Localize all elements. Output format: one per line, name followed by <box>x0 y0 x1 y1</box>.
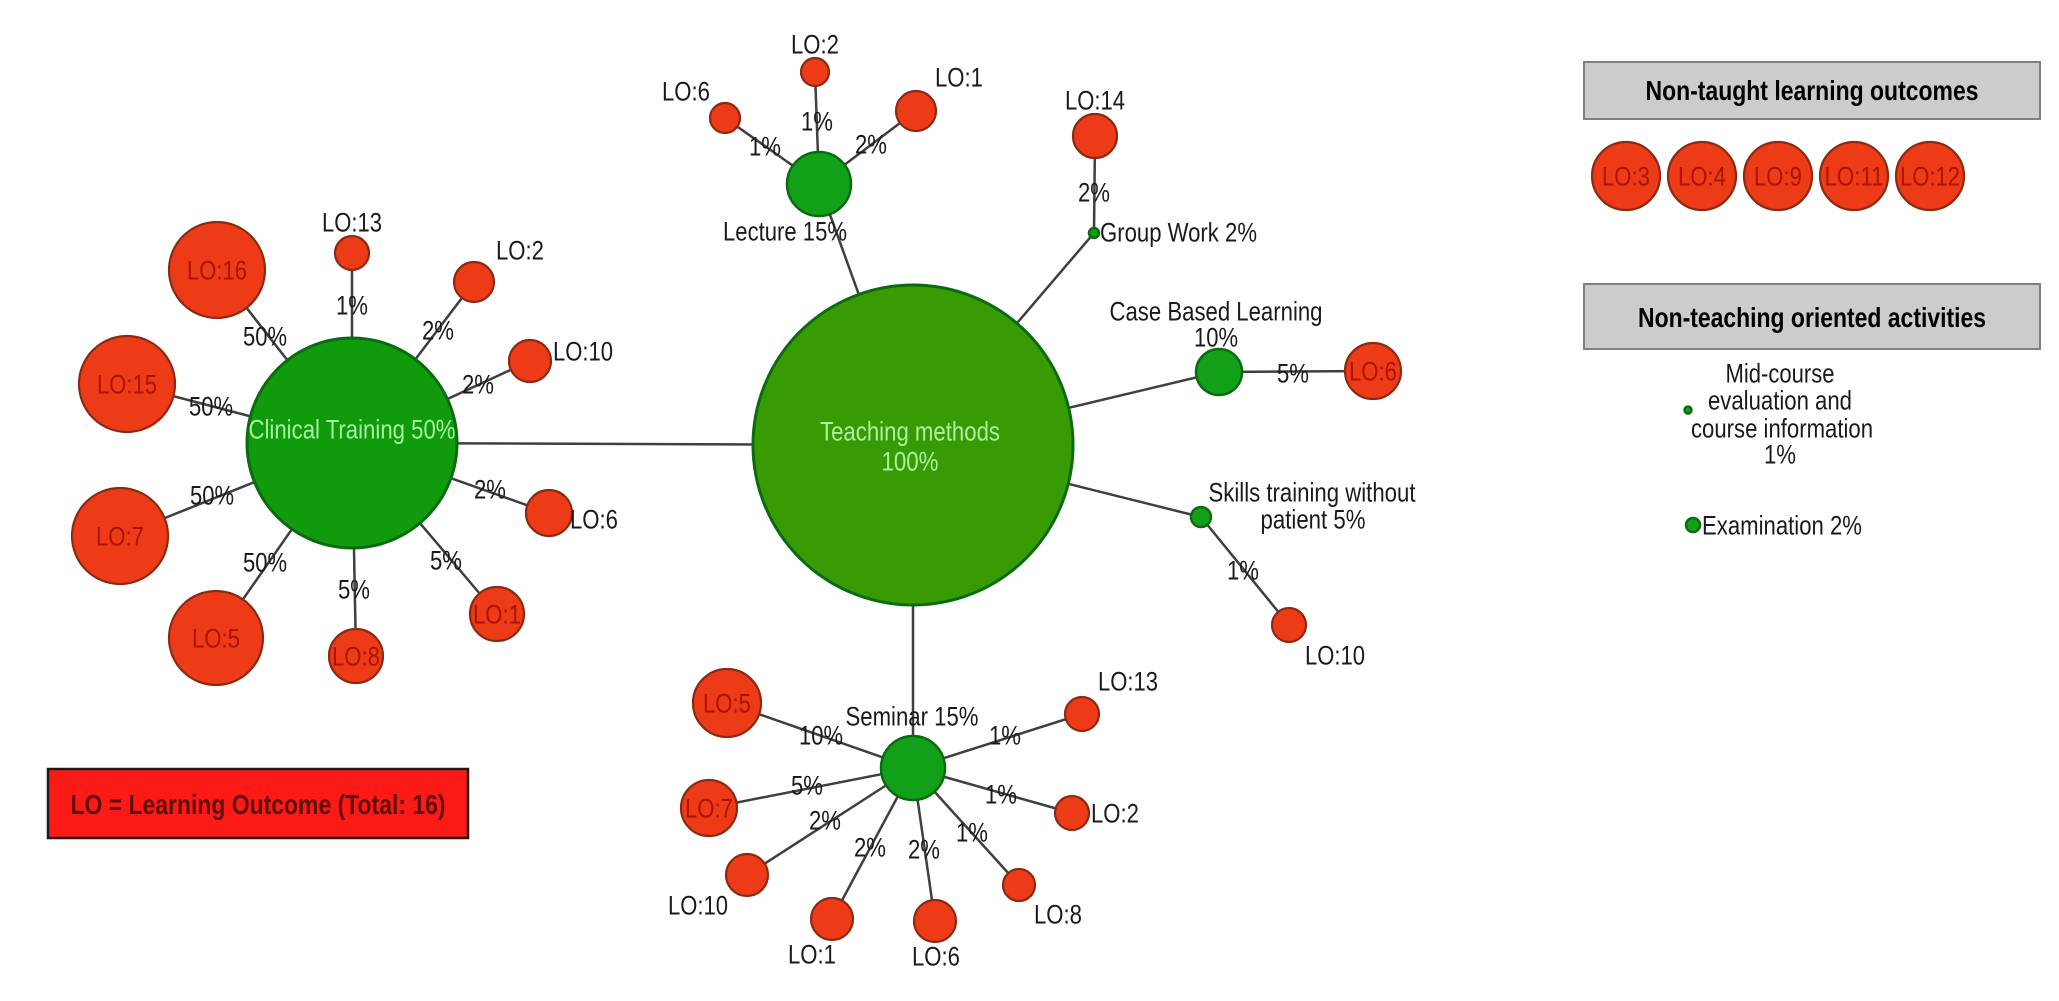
svg-text:LO:13: LO:13 <box>1098 666 1158 696</box>
svg-text:patient 5%: patient 5% <box>1261 504 1366 534</box>
svg-text:Skills training without: Skills training without <box>1209 477 1416 507</box>
svg-text:LO:16: LO:16 <box>187 255 247 285</box>
svg-text:2%: 2% <box>1078 177 1110 207</box>
svg-text:Examination 2%: Examination 2% <box>1702 510 1862 540</box>
svg-text:LO:4: LO:4 <box>1678 161 1726 191</box>
svg-text:2%: 2% <box>854 832 886 862</box>
svg-text:2%: 2% <box>474 474 506 504</box>
svg-text:Group Work 2%: Group Work 2% <box>1100 217 1257 247</box>
svg-text:Non-taught learning outcomes: Non-taught learning outcomes <box>1646 75 1979 106</box>
svg-text:LO:12: LO:12 <box>1900 161 1960 191</box>
svg-text:LO:11: LO:11 <box>1825 161 1884 191</box>
svg-text:LO = Learning Outcome (Total:: LO = Learning Outcome (Total: 16) <box>71 789 446 820</box>
svg-text:10%: 10% <box>799 720 843 750</box>
svg-text:LO:10: LO:10 <box>553 336 613 366</box>
svg-text:2%: 2% <box>908 834 940 864</box>
svg-text:50%: 50% <box>243 321 287 351</box>
svg-text:LO:7: LO:7 <box>685 793 733 823</box>
svg-text:Seminar 15%: Seminar 15% <box>846 701 979 731</box>
svg-text:LO:1: LO:1 <box>935 62 983 92</box>
svg-text:2%: 2% <box>809 805 841 835</box>
svg-text:1%: 1% <box>985 779 1017 809</box>
svg-text:LO:1: LO:1 <box>473 599 521 629</box>
svg-text:Non-teaching oriented activiti: Non-teaching oriented activities <box>1638 302 1986 333</box>
svg-text:LO:6: LO:6 <box>1349 356 1397 386</box>
svg-text:LO:3: LO:3 <box>1602 161 1650 191</box>
svg-text:2%: 2% <box>855 129 887 159</box>
svg-text:LO:15: LO:15 <box>97 369 157 399</box>
svg-text:Clinical Training 50%: Clinical Training 50% <box>249 414 456 444</box>
svg-text:LO:14: LO:14 <box>1065 85 1125 115</box>
svg-text:1%: 1% <box>336 290 368 320</box>
svg-text:5%: 5% <box>791 770 823 800</box>
svg-text:1%: 1% <box>1764 439 1796 469</box>
svg-text:course information: course information <box>1691 413 1873 443</box>
svg-text:Mid-course: Mid-course <box>1726 358 1835 388</box>
svg-text:Teaching methods: Teaching methods <box>820 416 1000 446</box>
svg-text:LO:9: LO:9 <box>1754 161 1802 191</box>
svg-text:LO:1: LO:1 <box>788 939 836 969</box>
svg-text:LO:10: LO:10 <box>1305 640 1365 670</box>
svg-text:LO:2: LO:2 <box>1091 798 1139 828</box>
svg-text:10%: 10% <box>1194 322 1238 352</box>
svg-text:1%: 1% <box>956 817 988 847</box>
svg-text:LO:7: LO:7 <box>96 521 144 551</box>
svg-text:LO:10: LO:10 <box>668 890 728 920</box>
svg-text:Lecture 15%: Lecture 15% <box>723 216 847 246</box>
svg-text:LO:2: LO:2 <box>791 29 839 59</box>
svg-text:100%: 100% <box>882 446 939 476</box>
svg-text:Case Based Learning: Case Based Learning <box>1110 296 1323 326</box>
svg-text:LO:8: LO:8 <box>1034 899 1082 929</box>
svg-text:LO:8: LO:8 <box>332 641 380 671</box>
svg-text:LO:6: LO:6 <box>570 504 618 534</box>
svg-text:5%: 5% <box>430 545 462 575</box>
svg-text:LO:5: LO:5 <box>192 623 240 653</box>
svg-text:1%: 1% <box>801 106 833 136</box>
svg-text:1%: 1% <box>989 720 1021 750</box>
svg-text:1%: 1% <box>749 131 781 161</box>
svg-text:1%: 1% <box>1227 555 1259 585</box>
svg-text:LO:2: LO:2 <box>496 235 544 265</box>
svg-text:50%: 50% <box>243 547 287 577</box>
svg-text:50%: 50% <box>189 391 233 421</box>
svg-text:5%: 5% <box>338 574 370 604</box>
svg-text:LO:13: LO:13 <box>322 207 382 237</box>
svg-text:LO:6: LO:6 <box>912 941 960 971</box>
svg-text:evaluation and: evaluation and <box>1708 385 1852 415</box>
svg-text:2%: 2% <box>462 369 494 399</box>
svg-text:2%: 2% <box>422 315 454 345</box>
svg-text:LO:5: LO:5 <box>703 688 751 718</box>
svg-text:LO:6: LO:6 <box>662 76 710 106</box>
svg-text:5%: 5% <box>1277 358 1309 388</box>
svg-text:50%: 50% <box>190 480 234 510</box>
